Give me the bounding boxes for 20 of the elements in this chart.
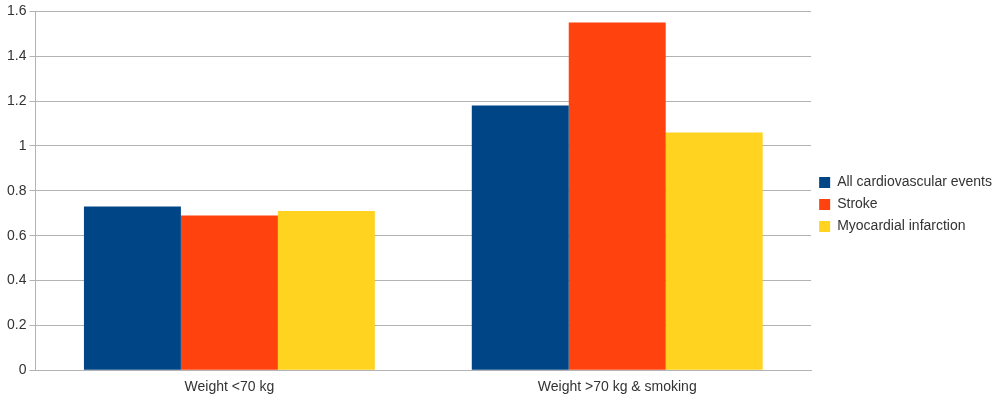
bar xyxy=(180,215,278,370)
bar xyxy=(83,206,181,370)
y-tick-label: 1 xyxy=(18,136,27,153)
y-tick-label: 0.2 xyxy=(6,316,27,333)
x-tick-label: Weight >70 kg & smoking xyxy=(537,378,697,395)
x-tick-label: Weight <70 kg xyxy=(184,378,275,395)
legend-label: All cardiovascular events xyxy=(837,173,993,190)
y-tick-label: 0.4 xyxy=(6,271,27,288)
y-tick-label: 0.6 xyxy=(6,226,27,243)
y-tick-label: 0.8 xyxy=(6,181,27,198)
y-tick-label: 0 xyxy=(18,361,27,378)
legend-label: Stroke xyxy=(837,195,878,212)
y-tick-label: 1.4 xyxy=(6,47,27,64)
y-tick-label: 1.2 xyxy=(6,91,27,108)
legend-label: Myocardial infarction xyxy=(837,217,966,234)
bar xyxy=(665,132,763,370)
bar xyxy=(568,22,666,370)
y-tick-label: 1.6 xyxy=(6,2,27,19)
bar xyxy=(471,105,569,370)
bar xyxy=(277,210,375,370)
